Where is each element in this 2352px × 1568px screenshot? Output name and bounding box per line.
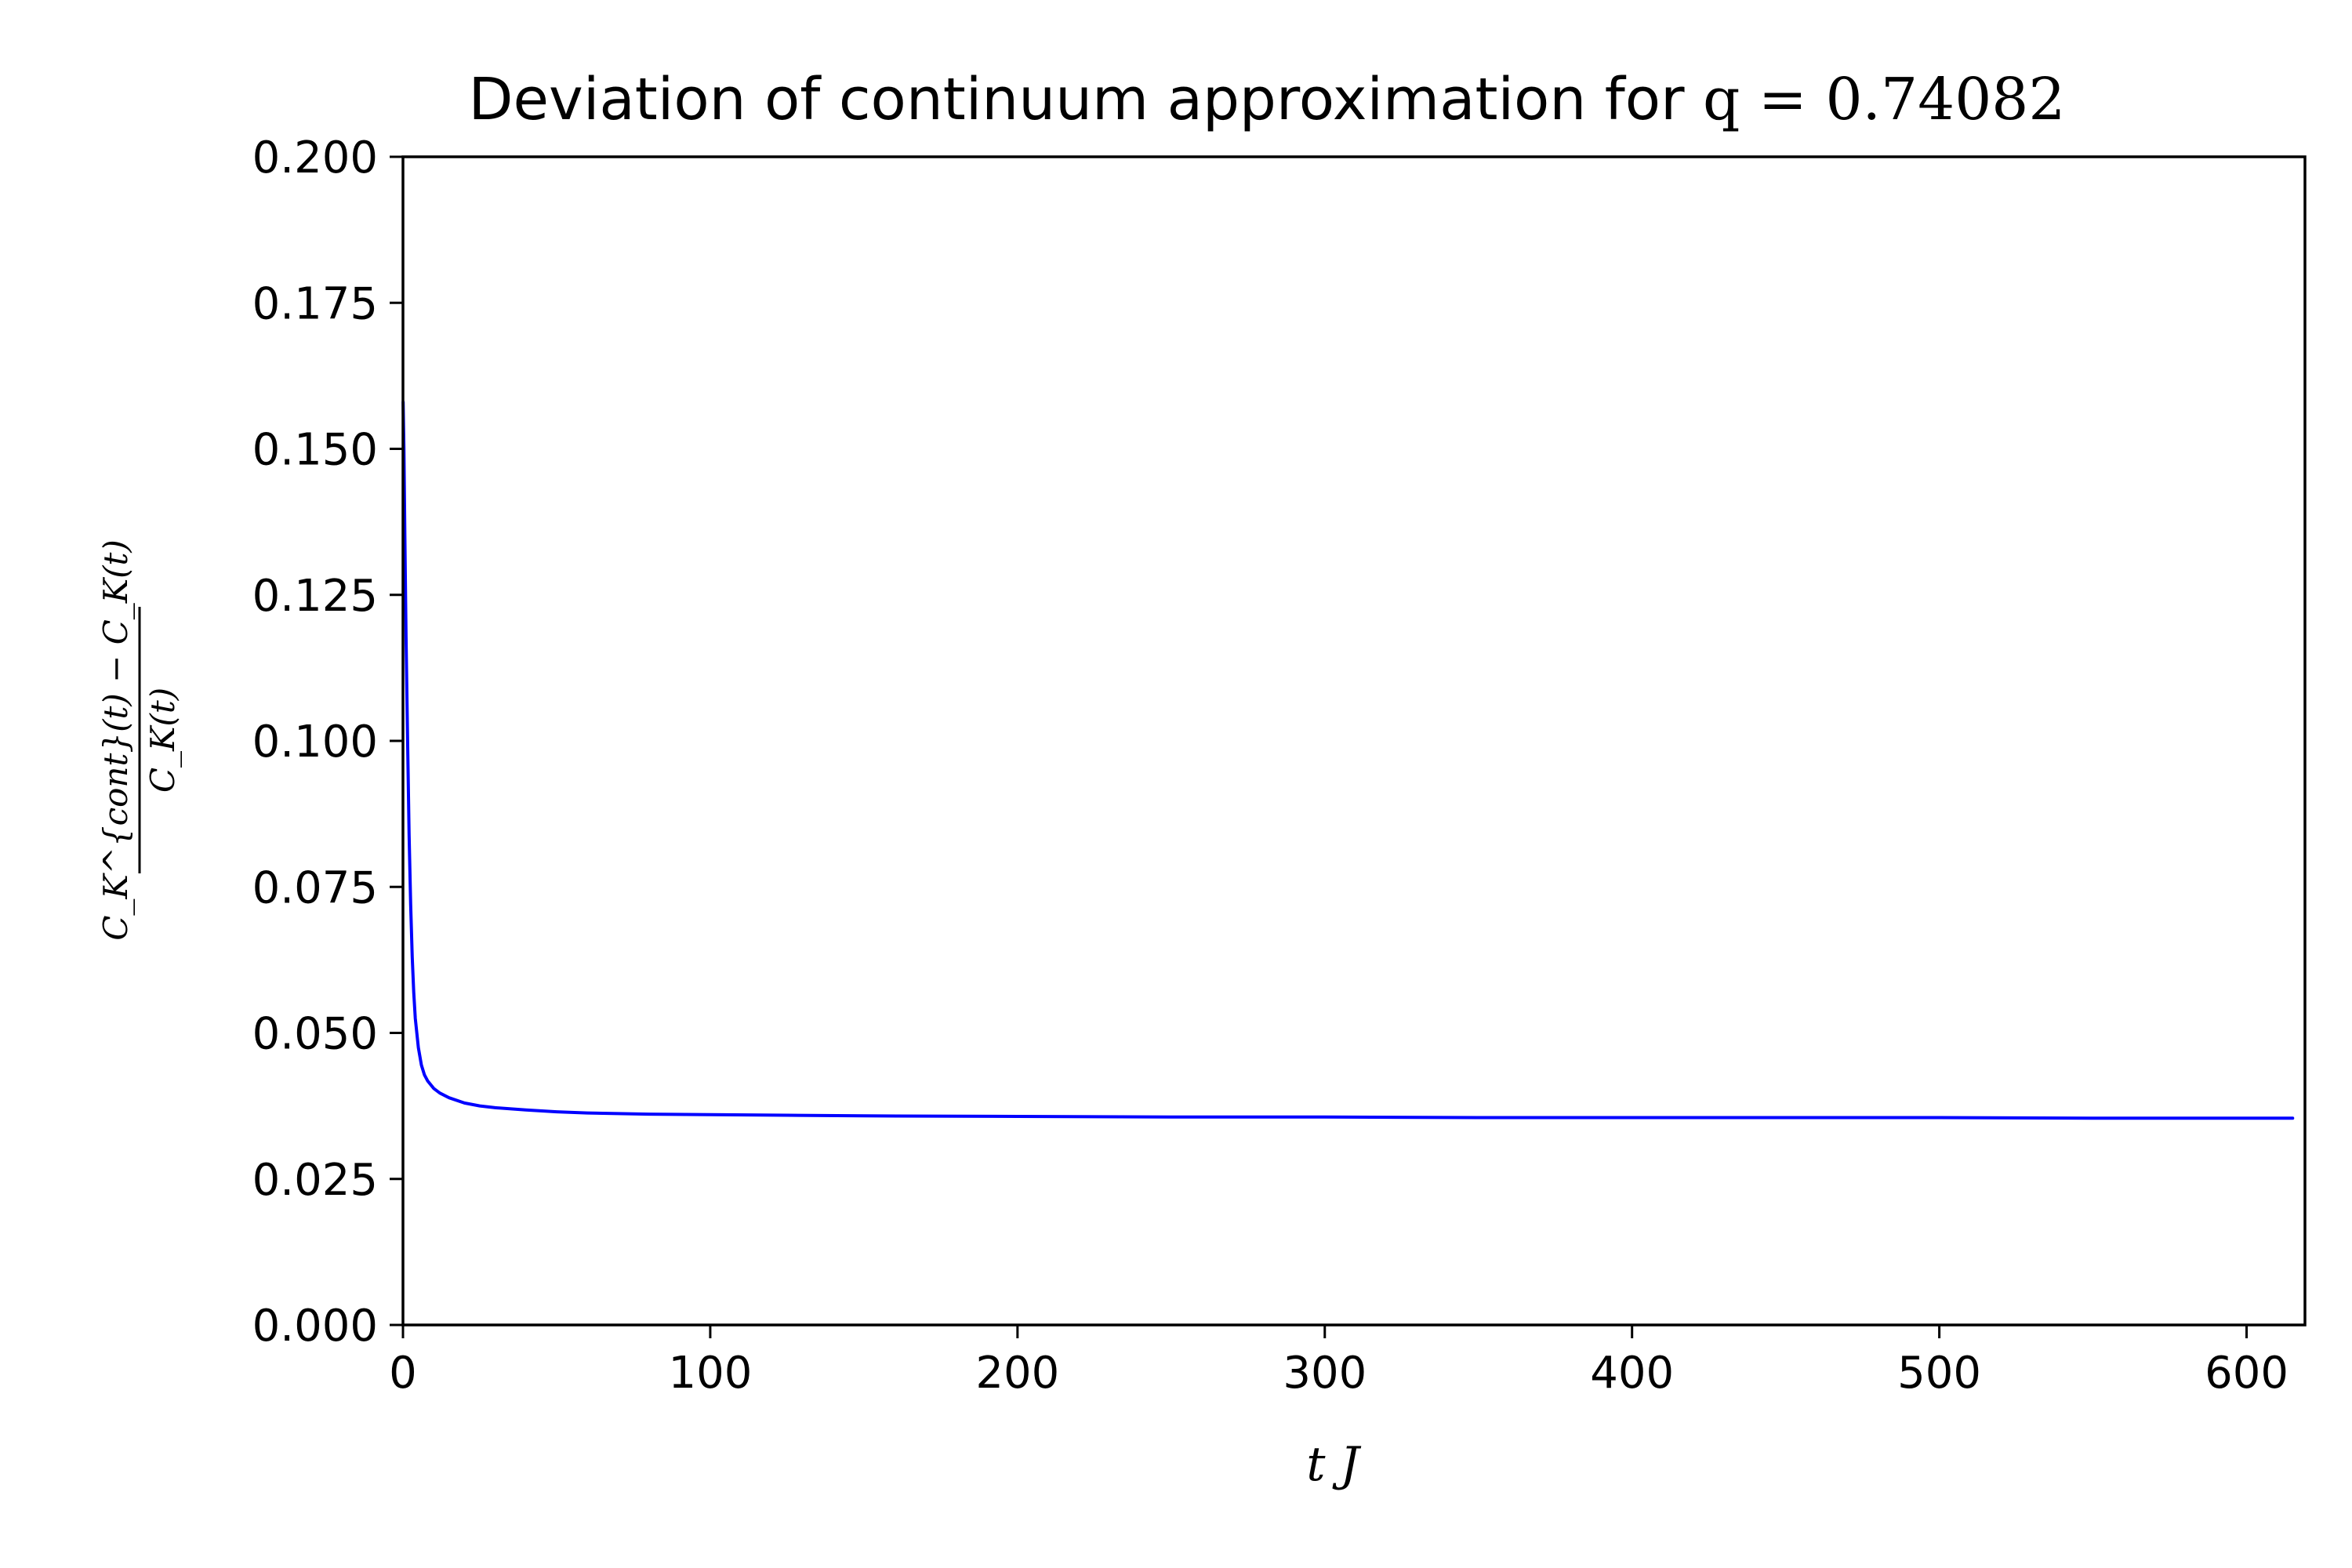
y-tick-label: 0.025 bbox=[252, 1155, 378, 1206]
y-axis-label-denominator: C_K(t) bbox=[143, 688, 182, 793]
x-tick-label: 100 bbox=[668, 1348, 752, 1399]
y-axis-ticks: 0.000 0.025 0.050 0.075 0.100 0.125 0.150 0.175… bbox=[252, 132, 403, 1352]
x-tick-label: 0 bbox=[389, 1348, 417, 1399]
y-axis-label-numerator: C_K^{cont}(t) − C_K(t) bbox=[96, 539, 135, 941]
chart-title: Deviation of continuum approximation for… bbox=[469, 66, 2066, 133]
y-tick-label: 0.200 bbox=[252, 132, 378, 183]
plot-area bbox=[401, 400, 2295, 1120]
series-line bbox=[401, 400, 2295, 1120]
x-tick-label: 300 bbox=[1283, 1348, 1367, 1399]
y-axis-label: C_K^{cont}(t) − C_K(t) C_K(t) bbox=[96, 539, 182, 941]
y-tick-label: 0.175 bbox=[252, 278, 378, 329]
chart-title-text: Deviation of continuum approximation for bbox=[469, 66, 1686, 133]
y-tick-label: 0.075 bbox=[252, 862, 378, 913]
x-tick-label: 600 bbox=[2205, 1348, 2288, 1399]
x-tick-label: 200 bbox=[975, 1348, 1059, 1399]
y-tick-label: 0.100 bbox=[252, 717, 378, 768]
chart-title-math: q = 0.74082 bbox=[1703, 66, 2065, 133]
x-axis-ticks: 0 100 200 300 400 500 600 bbox=[389, 1325, 2288, 1399]
y-tick-label: 0.050 bbox=[252, 1009, 378, 1060]
x-tick-label: 500 bbox=[1897, 1348, 1981, 1399]
y-tick-label: 0.125 bbox=[252, 571, 378, 622]
y-tick-label: 0.000 bbox=[252, 1301, 378, 1352]
y-tick-label: 0.150 bbox=[252, 425, 378, 476]
x-axis-label: t J bbox=[1306, 1437, 1361, 1492]
x-tick-label: 400 bbox=[1590, 1348, 1674, 1399]
